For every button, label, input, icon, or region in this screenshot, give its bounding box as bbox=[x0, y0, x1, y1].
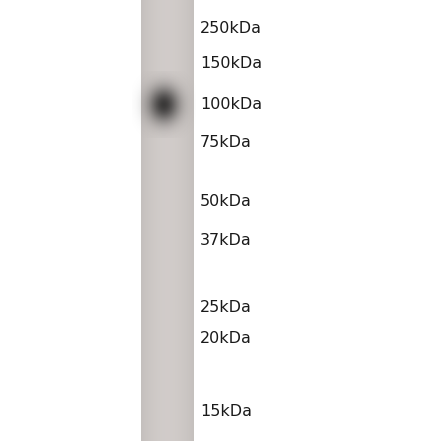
Text: 20kDa: 20kDa bbox=[200, 331, 252, 346]
Text: 250kDa: 250kDa bbox=[200, 21, 262, 36]
Text: 50kDa: 50kDa bbox=[200, 194, 252, 209]
Text: 25kDa: 25kDa bbox=[200, 300, 252, 315]
Text: 37kDa: 37kDa bbox=[200, 233, 252, 248]
Text: 150kDa: 150kDa bbox=[200, 56, 262, 71]
Text: 100kDa: 100kDa bbox=[200, 97, 262, 112]
Text: 15kDa: 15kDa bbox=[200, 404, 252, 419]
Text: 75kDa: 75kDa bbox=[200, 135, 252, 150]
